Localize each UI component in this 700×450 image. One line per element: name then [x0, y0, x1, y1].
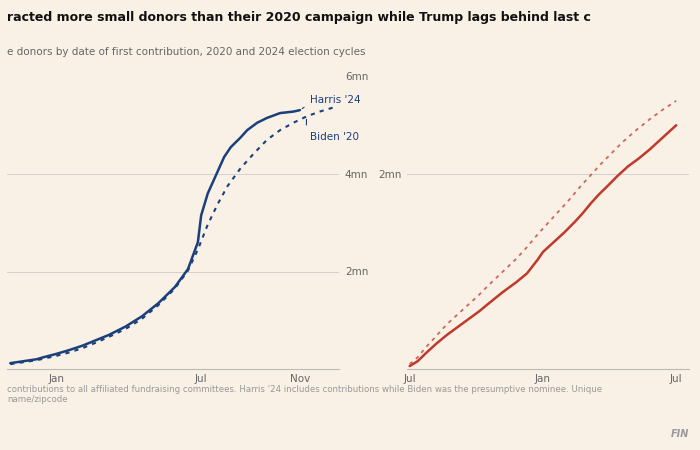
Text: Harris '24: Harris '24 [309, 95, 360, 105]
Text: e donors by date of first contribution, 2020 and 2024 election cycles: e donors by date of first contribution, … [7, 47, 365, 57]
Text: FIN: FIN [671, 429, 690, 439]
Text: Biden '20: Biden '20 [309, 131, 358, 142]
Text: contributions to all affiliated fundraising committees. Harris '24 includes cont: contributions to all affiliated fundrais… [7, 385, 602, 404]
Text: racted more small donors than their 2020 campaign while Trump lags behind last c: racted more small donors than their 2020… [7, 11, 591, 24]
